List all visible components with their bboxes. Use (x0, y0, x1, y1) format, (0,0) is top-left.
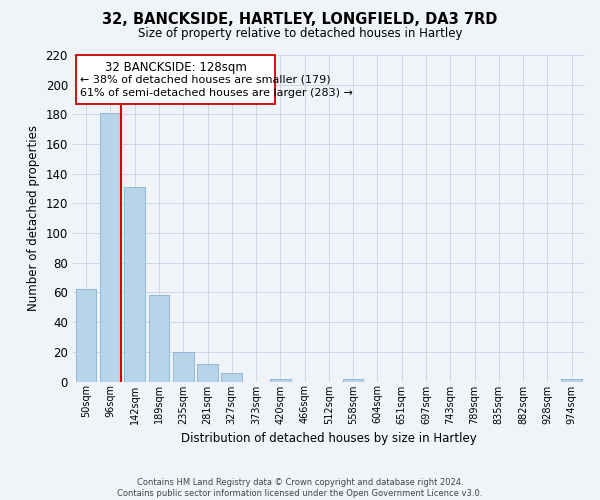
Bar (100, 113, 121, 382)
Bar (562, 378, 582, 382)
Bar (173, 352, 194, 382)
Bar (76, 290, 97, 382)
Y-axis label: Number of detached properties: Number of detached properties (27, 126, 40, 312)
Bar (343, 378, 364, 382)
Bar (221, 372, 242, 382)
Bar (270, 378, 290, 382)
Bar (76, 55, 275, 104)
Bar (124, 187, 145, 382)
Bar (149, 296, 169, 382)
Text: Contains HM Land Registry data © Crown copyright and database right 2024.
Contai: Contains HM Land Registry data © Crown c… (118, 478, 482, 498)
Text: 32, BANCKSIDE, HARTLEY, LONGFIELD, DA3 7RD: 32, BANCKSIDE, HARTLEY, LONGFIELD, DA3 7… (103, 12, 497, 28)
Text: 32 BANCKSIDE: 128sqm: 32 BANCKSIDE: 128sqm (104, 61, 247, 74)
Text: ← 38% of detached houses are smaller (179): ← 38% of detached houses are smaller (17… (80, 74, 330, 85)
Text: Size of property relative to detached houses in Hartley: Size of property relative to detached ho… (138, 28, 462, 40)
Bar (197, 364, 218, 382)
X-axis label: Distribution of detached houses by size in Hartley: Distribution of detached houses by size … (181, 432, 477, 445)
Text: 61% of semi-detached houses are larger (283) →: 61% of semi-detached houses are larger (… (80, 88, 352, 98)
